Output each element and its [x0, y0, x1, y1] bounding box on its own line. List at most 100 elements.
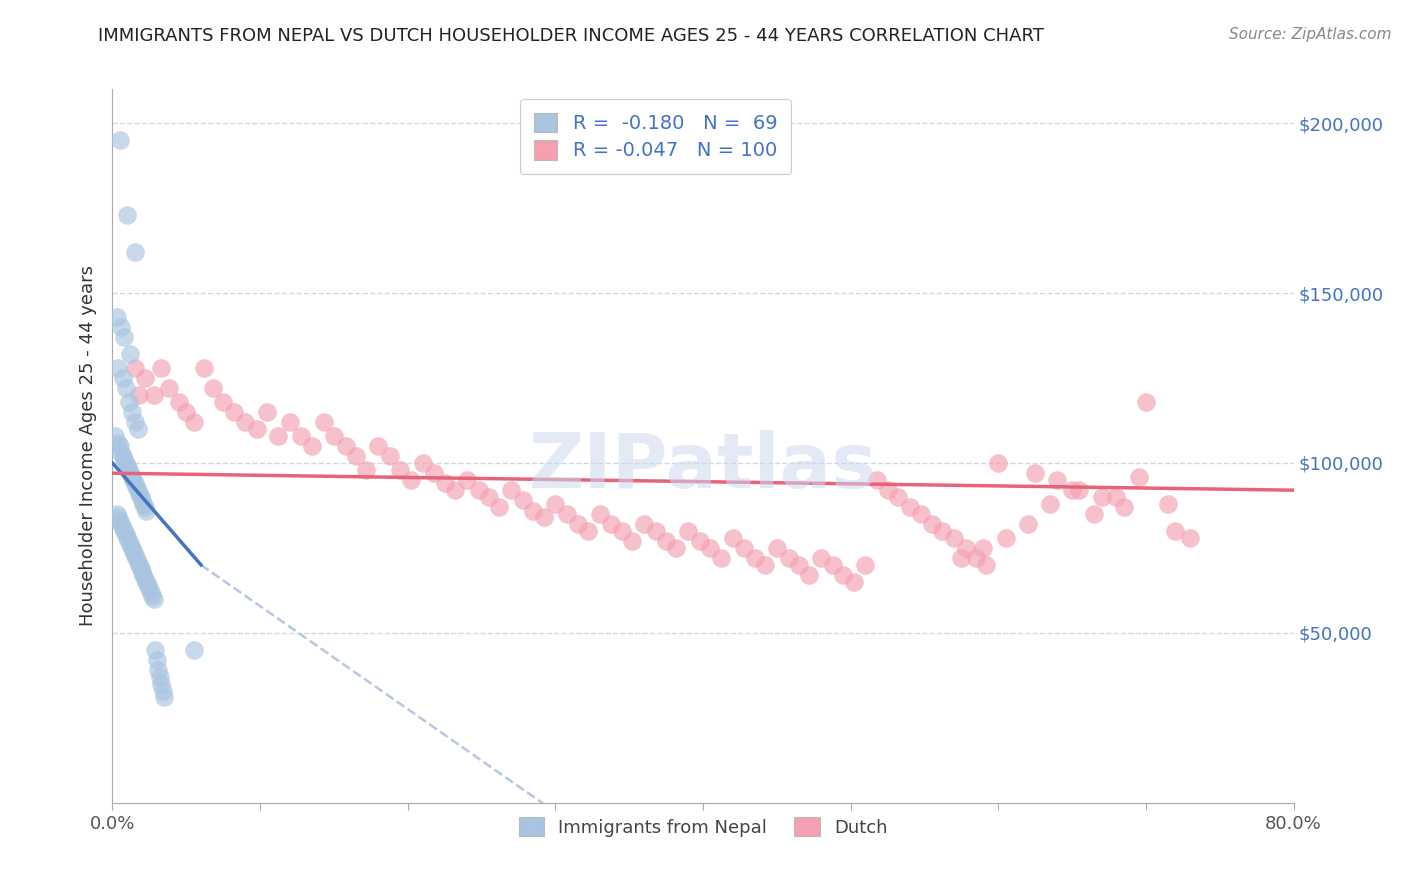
Point: [129, 561, 152, 575]
Point: [655, 534, 678, 549]
Point: [278, 415, 301, 429]
Point: [142, 388, 165, 402]
Point: [444, 483, 467, 498]
Point: [588, 507, 610, 521]
Point: [821, 558, 844, 572]
Point: [152, 683, 174, 698]
Point: [132, 497, 155, 511]
Point: [110, 517, 132, 532]
Point: [633, 517, 655, 532]
Text: ZIPatlas: ZIPatlas: [529, 431, 877, 504]
Point: [148, 663, 170, 677]
Point: [312, 415, 335, 429]
Point: [124, 476, 146, 491]
Point: [1157, 497, 1180, 511]
Point: [699, 541, 721, 555]
Point: [136, 578, 159, 592]
Point: [233, 415, 256, 429]
Point: [157, 381, 180, 395]
Point: [124, 245, 146, 260]
Point: [118, 394, 141, 409]
Point: [125, 551, 148, 566]
Point: [567, 517, 589, 532]
Point: [120, 347, 142, 361]
Point: [127, 483, 149, 498]
Point: [621, 534, 644, 549]
Point: [120, 466, 142, 480]
Point: [112, 524, 135, 538]
Point: [141, 589, 163, 603]
Point: [910, 507, 932, 521]
Point: [1164, 524, 1187, 538]
Point: [131, 565, 153, 579]
Point: [222, 405, 245, 419]
Point: [174, 405, 197, 419]
Point: [942, 531, 965, 545]
Point: [135, 574, 157, 589]
Point: [121, 541, 143, 555]
Point: [1062, 483, 1084, 498]
Point: [1083, 507, 1105, 521]
Point: [921, 517, 943, 532]
Point: [965, 551, 987, 566]
Point: [125, 480, 148, 494]
Point: [149, 670, 172, 684]
Point: [117, 459, 138, 474]
Point: [107, 360, 129, 375]
Point: [1105, 490, 1128, 504]
Point: [104, 429, 127, 443]
Point: [389, 463, 412, 477]
Point: [111, 371, 134, 385]
Point: [1112, 500, 1135, 515]
Point: [665, 541, 688, 555]
Point: [112, 452, 135, 467]
Point: [150, 360, 173, 375]
Point: [323, 429, 346, 443]
Point: [105, 507, 128, 521]
Point: [994, 531, 1017, 545]
Point: [678, 524, 700, 538]
Point: [1017, 517, 1039, 532]
Point: [112, 330, 135, 344]
Point: [367, 439, 389, 453]
Point: [644, 524, 666, 538]
Point: [378, 449, 401, 463]
Point: [842, 574, 865, 589]
Point: [335, 439, 357, 453]
Point: [142, 591, 165, 606]
Point: [193, 360, 215, 375]
Point: [778, 551, 800, 566]
Point: [107, 435, 129, 450]
Point: [950, 551, 973, 566]
Point: [183, 643, 205, 657]
Point: [955, 541, 977, 555]
Point: [153, 690, 176, 705]
Point: [127, 555, 149, 569]
Point: [122, 473, 145, 487]
Point: [108, 439, 131, 453]
Point: [118, 534, 141, 549]
Point: [478, 490, 501, 504]
Point: [733, 541, 755, 555]
Point: [110, 320, 132, 334]
Point: [976, 558, 998, 572]
Point: [127, 422, 149, 436]
Point: [201, 381, 224, 395]
Point: [855, 558, 877, 572]
Point: [423, 466, 446, 480]
Point: [555, 507, 578, 521]
Point: [1091, 490, 1114, 504]
Point: [128, 388, 150, 402]
Point: [107, 510, 129, 524]
Point: [183, 415, 205, 429]
Point: [301, 439, 323, 453]
Point: [114, 456, 136, 470]
Point: [167, 394, 190, 409]
Point: [124, 548, 146, 562]
Point: [117, 531, 138, 545]
Point: [267, 429, 290, 443]
Point: [122, 544, 145, 558]
Point: [134, 572, 156, 586]
Point: [411, 456, 433, 470]
Text: IMMIGRANTS FROM NEPAL VS DUTCH HOUSEHOLDER INCOME AGES 25 - 44 YEARS CORRELATION: IMMIGRANTS FROM NEPAL VS DUTCH HOUSEHOLD…: [98, 27, 1045, 45]
